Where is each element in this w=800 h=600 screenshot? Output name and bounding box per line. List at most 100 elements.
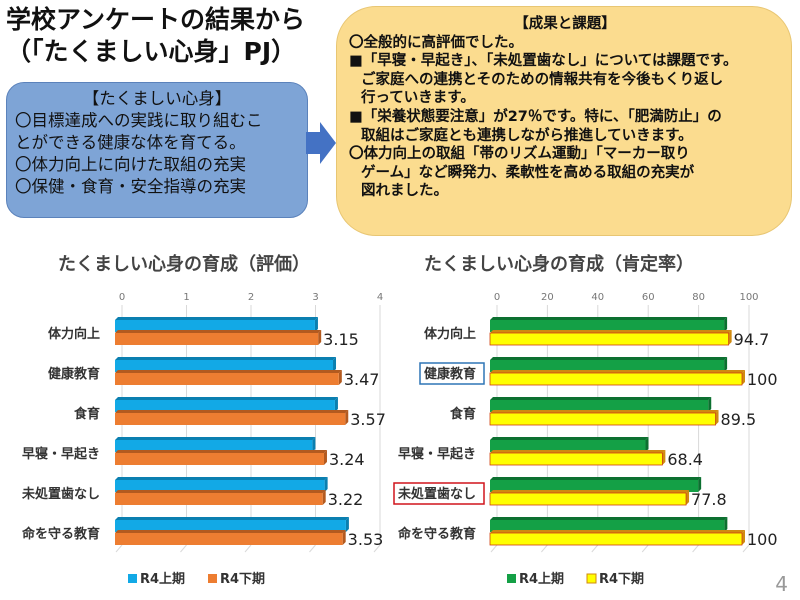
bar-side: [708, 397, 712, 412]
bar-R4下期: [115, 533, 343, 545]
category-label: 健康教育: [48, 366, 100, 382]
chart-title-rating: たくましい心身の育成（評価）: [58, 254, 310, 275]
category-label: 未処置歯なし: [397, 486, 476, 502]
results-line: 行っていきます。: [361, 90, 475, 107]
bar-side: [662, 450, 666, 465]
bar-R4下期: [489, 452, 663, 466]
bar-top: [115, 370, 342, 373]
axis-tick-label: 20: [541, 292, 554, 303]
gridline-foot: [591, 544, 599, 553]
bar-R4上期: [490, 320, 725, 332]
bar-top: [115, 330, 322, 333]
bar-side: [338, 370, 342, 385]
axis-tick-label: 80: [692, 292, 705, 303]
bar-side: [345, 517, 349, 532]
data-label: 3.15: [323, 330, 359, 349]
bar-R4上期: [490, 360, 725, 372]
bar-R4下期: [489, 372, 743, 386]
axis-tick-label: 100: [739, 292, 758, 303]
data-label: 3.57: [350, 410, 386, 429]
results-line: 〇体力向上の取組「帯のリズム運動」「マーカー取り: [349, 146, 690, 163]
bar-R4下期: [489, 332, 730, 346]
bar-side: [724, 317, 728, 332]
bar-side: [742, 370, 745, 385]
category-label: 命を守る教育: [397, 526, 476, 542]
category-label: 食育: [74, 406, 100, 422]
results-line: 取組はご家庭とも連携しながら推進していきます。: [361, 127, 693, 144]
bar-side: [715, 410, 719, 425]
axis-tick-label: 40: [591, 292, 604, 303]
legend-swatch: [507, 574, 516, 583]
bar-top: [115, 530, 346, 533]
gridline-foot: [180, 544, 187, 553]
results-heading: 【成果と課題】: [514, 16, 616, 32]
bar-R4上期: [490, 400, 709, 412]
bar-top: [490, 317, 728, 320]
gridline-foot: [244, 544, 252, 553]
data-label: 100: [747, 370, 778, 389]
data-label: 3.24: [329, 450, 365, 469]
bar-top: [490, 330, 732, 333]
results-box: 【成果と課題】 〇全般的に高評価でした。 ■「早寝・早起き」、「未処置歯なし」に…: [336, 6, 792, 236]
legend-swatch: [586, 573, 597, 584]
bar-R4上期: [490, 480, 699, 492]
bar-side: [323, 450, 327, 465]
axis-tick-label: 2: [248, 292, 254, 303]
bar-R4下期: [489, 532, 743, 546]
bar-R4上期: [115, 440, 313, 452]
data-label: 77.8: [691, 490, 727, 509]
results-line: ゲーム」など瞬発力、柔軟性を高める取組の充実が: [361, 164, 695, 181]
gridline-foot: [309, 544, 316, 553]
bar-side: [312, 437, 316, 452]
bar-top: [490, 437, 649, 440]
bar-side: [322, 490, 326, 505]
bar-top: [490, 477, 702, 480]
category-label: 早寝・早起き: [398, 446, 476, 462]
category-label: 早寝・早起き: [22, 446, 100, 462]
bar-R4下期: [115, 373, 339, 385]
category-highlight-box: [393, 482, 485, 505]
bar-R4上期: [490, 440, 646, 452]
bar-R4上期: [115, 320, 315, 332]
slide-title: 学校アンケートの結果から （「たくましい心身」PJ）: [6, 4, 305, 68]
title-line: （「たくましい心身」PJ）: [6, 37, 297, 66]
bar-top: [115, 317, 318, 320]
axis-tick-label: 0: [494, 292, 500, 303]
bar-R4上期: [490, 520, 725, 532]
bar-R4上期: [115, 520, 346, 532]
gridline-foot: [115, 544, 123, 553]
goal-heading: 【たくましい心身】: [82, 89, 232, 108]
axis-tick-label: 3: [312, 292, 318, 303]
results-line: 図れました。: [361, 183, 448, 200]
axis-tick-label: 60: [642, 292, 655, 303]
bar-R4上期: [115, 400, 335, 412]
category-label: 未処置歯なし: [21, 486, 100, 502]
gridline-foot: [641, 544, 649, 553]
results-line: 〇全般的に高評価でした。: [349, 34, 523, 51]
legend-label: R4下期: [220, 572, 265, 587]
goal-line: 〇目標達成への実践に取り組むこ: [15, 111, 263, 130]
bar-side: [645, 437, 649, 452]
bar-R4上期: [115, 360, 334, 372]
bar-side: [318, 330, 322, 345]
goal-line: 〇体力向上に向けた取組の充実: [15, 155, 246, 174]
gridline-foot: [541, 544, 548, 553]
chart-title-positive-rate: たくましい心身の育成（肯定率）: [424, 254, 694, 275]
bar-side: [724, 357, 728, 372]
bar-top: [115, 517, 349, 520]
goal-line: 〇保健・食育・安全指導の充実: [15, 177, 246, 196]
bar-side: [698, 477, 702, 492]
bar-R4上期: [115, 480, 325, 492]
bar-top: [490, 357, 728, 360]
bar-top: [490, 450, 666, 453]
category-highlight-box: [419, 362, 485, 385]
data-label: 3.47: [344, 370, 380, 389]
bar-top: [115, 490, 326, 493]
bar-R4下期: [489, 492, 687, 506]
category-label: 体力向上: [424, 326, 476, 342]
gridline-foot: [373, 544, 381, 553]
bar-top: [490, 370, 745, 373]
page-number: 4: [775, 572, 788, 596]
bar-top: [490, 490, 690, 493]
